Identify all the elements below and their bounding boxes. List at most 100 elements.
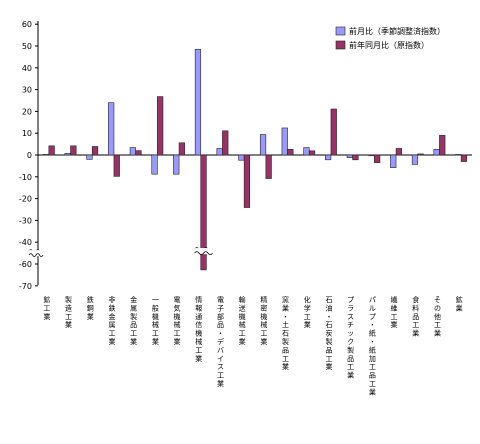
category-label-char: 油: [325, 303, 332, 312]
category-label-char: 品: [347, 355, 354, 363]
category-label-char: 品: [412, 313, 419, 321]
bar-break-wave-mask: [194, 248, 213, 255]
category-label-char: 業: [434, 329, 441, 338]
category-label-char: 料: [412, 303, 419, 312]
category-label-char: 工: [217, 372, 224, 380]
category-label-char: 電: [174, 296, 181, 304]
category-label-char: 業: [325, 362, 332, 371]
category-label-char: の: [434, 304, 441, 312]
bar-mom-17: [411, 154, 419, 165]
category-label-19: 鉱業: [456, 295, 463, 312]
axis-break-wave-mask: [29, 250, 43, 257]
y-tick-label: 0: [27, 151, 32, 160]
category-label-char: 機: [195, 329, 202, 338]
category-label-char: 品: [369, 372, 376, 380]
category-label-char: 製: [282, 337, 289, 346]
category-label-char: 械: [152, 320, 159, 329]
category-label-char: ス: [217, 363, 224, 371]
category-label-char: 一: [152, 296, 159, 304]
category-label-char: 業: [391, 320, 398, 329]
category-label-char: ・: [369, 338, 376, 346]
chart-bars: [42, 48, 468, 271]
legend-swatch-1: [335, 40, 346, 50]
category-label-char: 業: [87, 312, 94, 321]
category-label-char: そ: [434, 296, 441, 304]
category-label-char: 業: [456, 303, 463, 312]
category-label-char: 属: [130, 304, 137, 312]
category-label-char: 械: [195, 337, 202, 346]
y-tick-label: -60: [19, 260, 32, 269]
category-label-char: 工: [369, 380, 376, 388]
bar-yoy-2: [91, 146, 99, 156]
category-label-char: 業: [195, 354, 202, 363]
bar-mom-14: [346, 154, 353, 158]
category-label-char: 炭: [325, 330, 332, 338]
category-label-char: 工: [65, 313, 72, 321]
category-label-char: 送: [239, 303, 246, 312]
category-label-char: ・: [217, 330, 224, 338]
bar-yoy-9: [243, 154, 251, 208]
y-tick-label: -30: [19, 216, 32, 225]
category-label-char: 製: [347, 345, 354, 354]
category-label-char: 鉄: [87, 295, 94, 304]
category-label-char: 機: [260, 312, 267, 321]
bar-yoy-3: [113, 154, 120, 177]
category-label-char: 食: [412, 295, 419, 304]
bar-mom-13: [325, 154, 332, 161]
category-label-char: 子: [217, 304, 224, 312]
bar-mom-0: [42, 154, 50, 156]
category-label-char: 造: [65, 303, 72, 312]
category-label-char: 鉱: [43, 295, 50, 304]
category-label-char: 工: [152, 330, 159, 338]
category-label-char: 繊: [391, 295, 398, 304]
bar-yoy-1: [70, 145, 77, 156]
bar-yoy-6: [178, 142, 185, 156]
chart-legend: 前月比（季節調整済指数） 前年同月比（原指数）: [335, 26, 445, 50]
category-label-char: 鋼: [87, 303, 94, 312]
y-tick-label: -10: [19, 173, 32, 182]
category-label-char: 品: [130, 321, 137, 329]
category-label-char: 品: [325, 346, 332, 354]
category-label-char: ・: [369, 321, 376, 329]
bar-yoy-16: [395, 148, 402, 156]
bar-yoy-15: [374, 154, 381, 163]
category-label-char: ・: [325, 313, 332, 321]
category-label-char: 業: [369, 387, 376, 396]
category-label-char: 業: [260, 337, 267, 346]
category-label-char: 石: [325, 321, 332, 329]
bar-mom-9: [238, 154, 245, 161]
category-label-char: 業: [282, 303, 289, 312]
category-label-char: 業: [108, 337, 115, 346]
bar-mom-19: [455, 154, 462, 156]
category-label-char: 業: [43, 312, 50, 321]
y-tick-label: 10: [22, 129, 32, 138]
category-label-char: 機: [174, 312, 181, 321]
category-label-char: ・: [282, 313, 289, 321]
category-label-char: 業: [347, 371, 354, 380]
category-label-char: 密: [260, 303, 267, 312]
category-label-char: 金: [130, 295, 137, 304]
category-label-char: 輸: [239, 295, 246, 304]
legend-label-0: 前月比（季節調整済指数）: [349, 26, 445, 36]
category-label-char: 非: [108, 295, 115, 304]
bar-mom-6: [173, 154, 180, 175]
category-label-char: 機: [239, 312, 246, 321]
category-label-char: ル: [369, 304, 376, 312]
category-label-char: 工: [412, 321, 419, 329]
bar-mom-15: [368, 154, 375, 157]
bar-mom-11: [281, 127, 288, 156]
category-label-char: 気: [174, 303, 181, 312]
category-label-char: 情: [195, 295, 202, 304]
bar-yoy-19: [460, 154, 468, 162]
category-label-char: イ: [217, 355, 224, 363]
y-tick-label: 50: [22, 42, 32, 51]
bar-yoy-8: [222, 130, 229, 156]
category-label-char: ラ: [347, 304, 354, 312]
category-label-char: 業: [174, 337, 181, 346]
bar-mom-2: [86, 154, 93, 160]
